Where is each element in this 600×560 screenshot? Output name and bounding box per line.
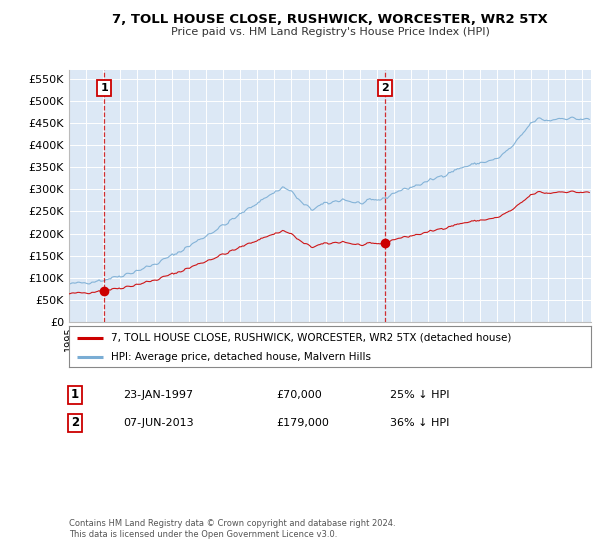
Text: 36% ↓ HPI: 36% ↓ HPI	[390, 418, 449, 428]
Text: £179,000: £179,000	[276, 418, 329, 428]
Text: 07-JUN-2013: 07-JUN-2013	[123, 418, 194, 428]
Text: 25% ↓ HPI: 25% ↓ HPI	[390, 390, 449, 400]
Text: 23-JAN-1997: 23-JAN-1997	[123, 390, 193, 400]
Text: HPI: Average price, detached house, Malvern Hills: HPI: Average price, detached house, Malv…	[111, 352, 371, 362]
Text: 7, TOLL HOUSE CLOSE, RUSHWICK, WORCESTER, WR2 5TX: 7, TOLL HOUSE CLOSE, RUSHWICK, WORCESTER…	[112, 13, 548, 26]
Text: 2: 2	[381, 83, 388, 93]
Text: 1: 1	[71, 388, 79, 402]
Text: Price paid vs. HM Land Registry's House Price Index (HPI): Price paid vs. HM Land Registry's House …	[170, 27, 490, 37]
Text: £70,000: £70,000	[276, 390, 322, 400]
Text: 1: 1	[101, 83, 109, 93]
Text: 2: 2	[71, 416, 79, 430]
Text: Contains HM Land Registry data © Crown copyright and database right 2024.
This d: Contains HM Land Registry data © Crown c…	[69, 519, 395, 539]
Text: 7, TOLL HOUSE CLOSE, RUSHWICK, WORCESTER, WR2 5TX (detached house): 7, TOLL HOUSE CLOSE, RUSHWICK, WORCESTER…	[111, 333, 511, 343]
